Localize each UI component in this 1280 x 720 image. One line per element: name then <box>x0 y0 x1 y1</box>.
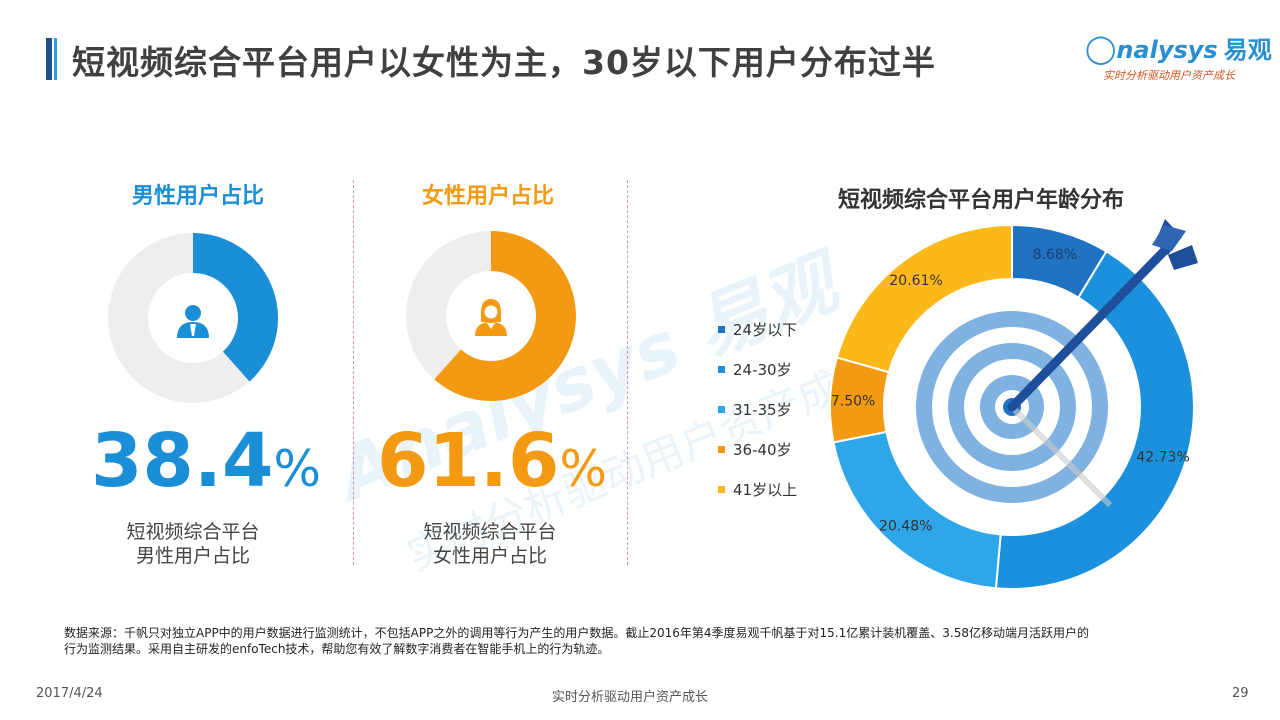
female-percentage-unit: % <box>559 440 608 498</box>
male-percentage-number: 38.4 <box>90 418 274 504</box>
legend-swatch <box>718 485 725 493</box>
male-donut-chart <box>108 233 278 403</box>
divider-2 <box>627 180 628 565</box>
footer-tagline: 实时分析驱动用户资产成长 <box>552 690 709 705</box>
legend-item-4: 36-40岁 <box>718 429 797 469</box>
male-description: 短视频综合平台 男性用户占比 <box>73 520 313 568</box>
age-donut-slices <box>829 223 1195 590</box>
age-data-label-5: 20.61% <box>889 273 942 289</box>
female-desc-line2: 女性用户占比 <box>432 545 547 567</box>
footer-date: 2017/4/24 <box>36 686 103 701</box>
logo-tagline: 实时分析驱动用户资产成长 <box>1103 69 1235 82</box>
male-desc-line2: 男性用户占比 <box>135 545 250 567</box>
female-description: 短视频综合平台 女性用户占比 <box>370 520 610 568</box>
female-percentage-number: 61.6 <box>376 418 560 504</box>
male-donut-slice <box>108 233 278 403</box>
footnote-line2: 行为监测结果。采用自主研发的enfoTech技术，帮助您有效了解数字消费者在智能… <box>64 642 610 656</box>
age-chart-title: 短视频综合平台用户年龄分布 <box>838 188 1125 213</box>
legend-swatch <box>718 365 725 373</box>
female-ratio-title: 女性用户占比 <box>421 184 554 209</box>
data-source-footnote: 数据来源：千帆只对独立APP中的用户数据进行监测统计，不包括APP之外的调用等行… <box>64 625 1224 657</box>
analysys-logo: ◯nalysys 易观 实时分析驱动用户资产成长 <box>1085 32 1272 82</box>
legend-item-3: 31-35岁 <box>718 389 797 429</box>
legend-item-2: 24-30岁 <box>718 349 797 389</box>
male-percentage-unit: % <box>273 440 322 498</box>
legend-label: 24-30岁 <box>733 360 792 379</box>
page-number: 29 <box>1232 686 1249 701</box>
female-donut-slice <box>406 231 576 401</box>
age-slice-2 <box>994 250 1195 590</box>
legend-label: 31-35岁 <box>733 400 792 419</box>
legend-label: 24岁以下 <box>733 320 798 339</box>
title-accent-bar-light <box>54 38 57 80</box>
age-slice-5 <box>835 223 1013 374</box>
age-data-labels: 8.68% 42.73% 20.48% 7.50% 20.61% <box>831 247 1190 534</box>
legend-item-1: 24岁以下 <box>718 309 797 349</box>
legend-swatch <box>718 325 725 333</box>
age-data-label-3: 20.48% <box>879 518 932 534</box>
page-title: 短视频综合平台用户以女性为主，30岁以下用户分布过半 <box>72 43 936 82</box>
divider-1 <box>353 180 354 565</box>
logo-cn: 易观 <box>1223 36 1272 64</box>
title-accent-bar <box>46 38 52 80</box>
legend-item-5: 41岁以上 <box>718 469 797 509</box>
legend-swatch <box>718 405 725 413</box>
female-desc-line1: 短视频综合平台 <box>423 521 557 543</box>
female-user-icon <box>463 290 519 346</box>
female-donut-chart <box>406 231 576 401</box>
legend-label: 41岁以上 <box>733 480 798 499</box>
male-percentage: 38.4% <box>76 418 336 504</box>
age-chart-legend: 24岁以下 24-30岁 31-35岁 36-40岁 41岁以上 <box>718 309 797 509</box>
legend-swatch <box>718 445 725 453</box>
age-data-label-2: 42.73% <box>1136 450 1189 466</box>
footnote-line1: 数据来源：千帆只对独立APP中的用户数据进行监测统计，不包括APP之外的调用等行… <box>64 626 1089 640</box>
legend-label: 36-40岁 <box>733 440 792 459</box>
age-data-label-4: 7.50% <box>831 394 875 410</box>
arrow-icon <box>1007 219 1198 412</box>
age-data-label-1: 8.68% <box>1033 247 1077 263</box>
female-percentage: 61.6% <box>362 418 622 504</box>
age-donut-chart: 8.68% 42.73% 20.48% 7.50% 20.61% <box>829 219 1198 590</box>
male-ratio-title: 男性用户占比 <box>131 184 264 209</box>
male-user-icon <box>165 292 221 348</box>
logo-text: nalysys <box>1116 36 1218 64</box>
male-desc-line1: 短视频综合平台 <box>126 521 260 543</box>
